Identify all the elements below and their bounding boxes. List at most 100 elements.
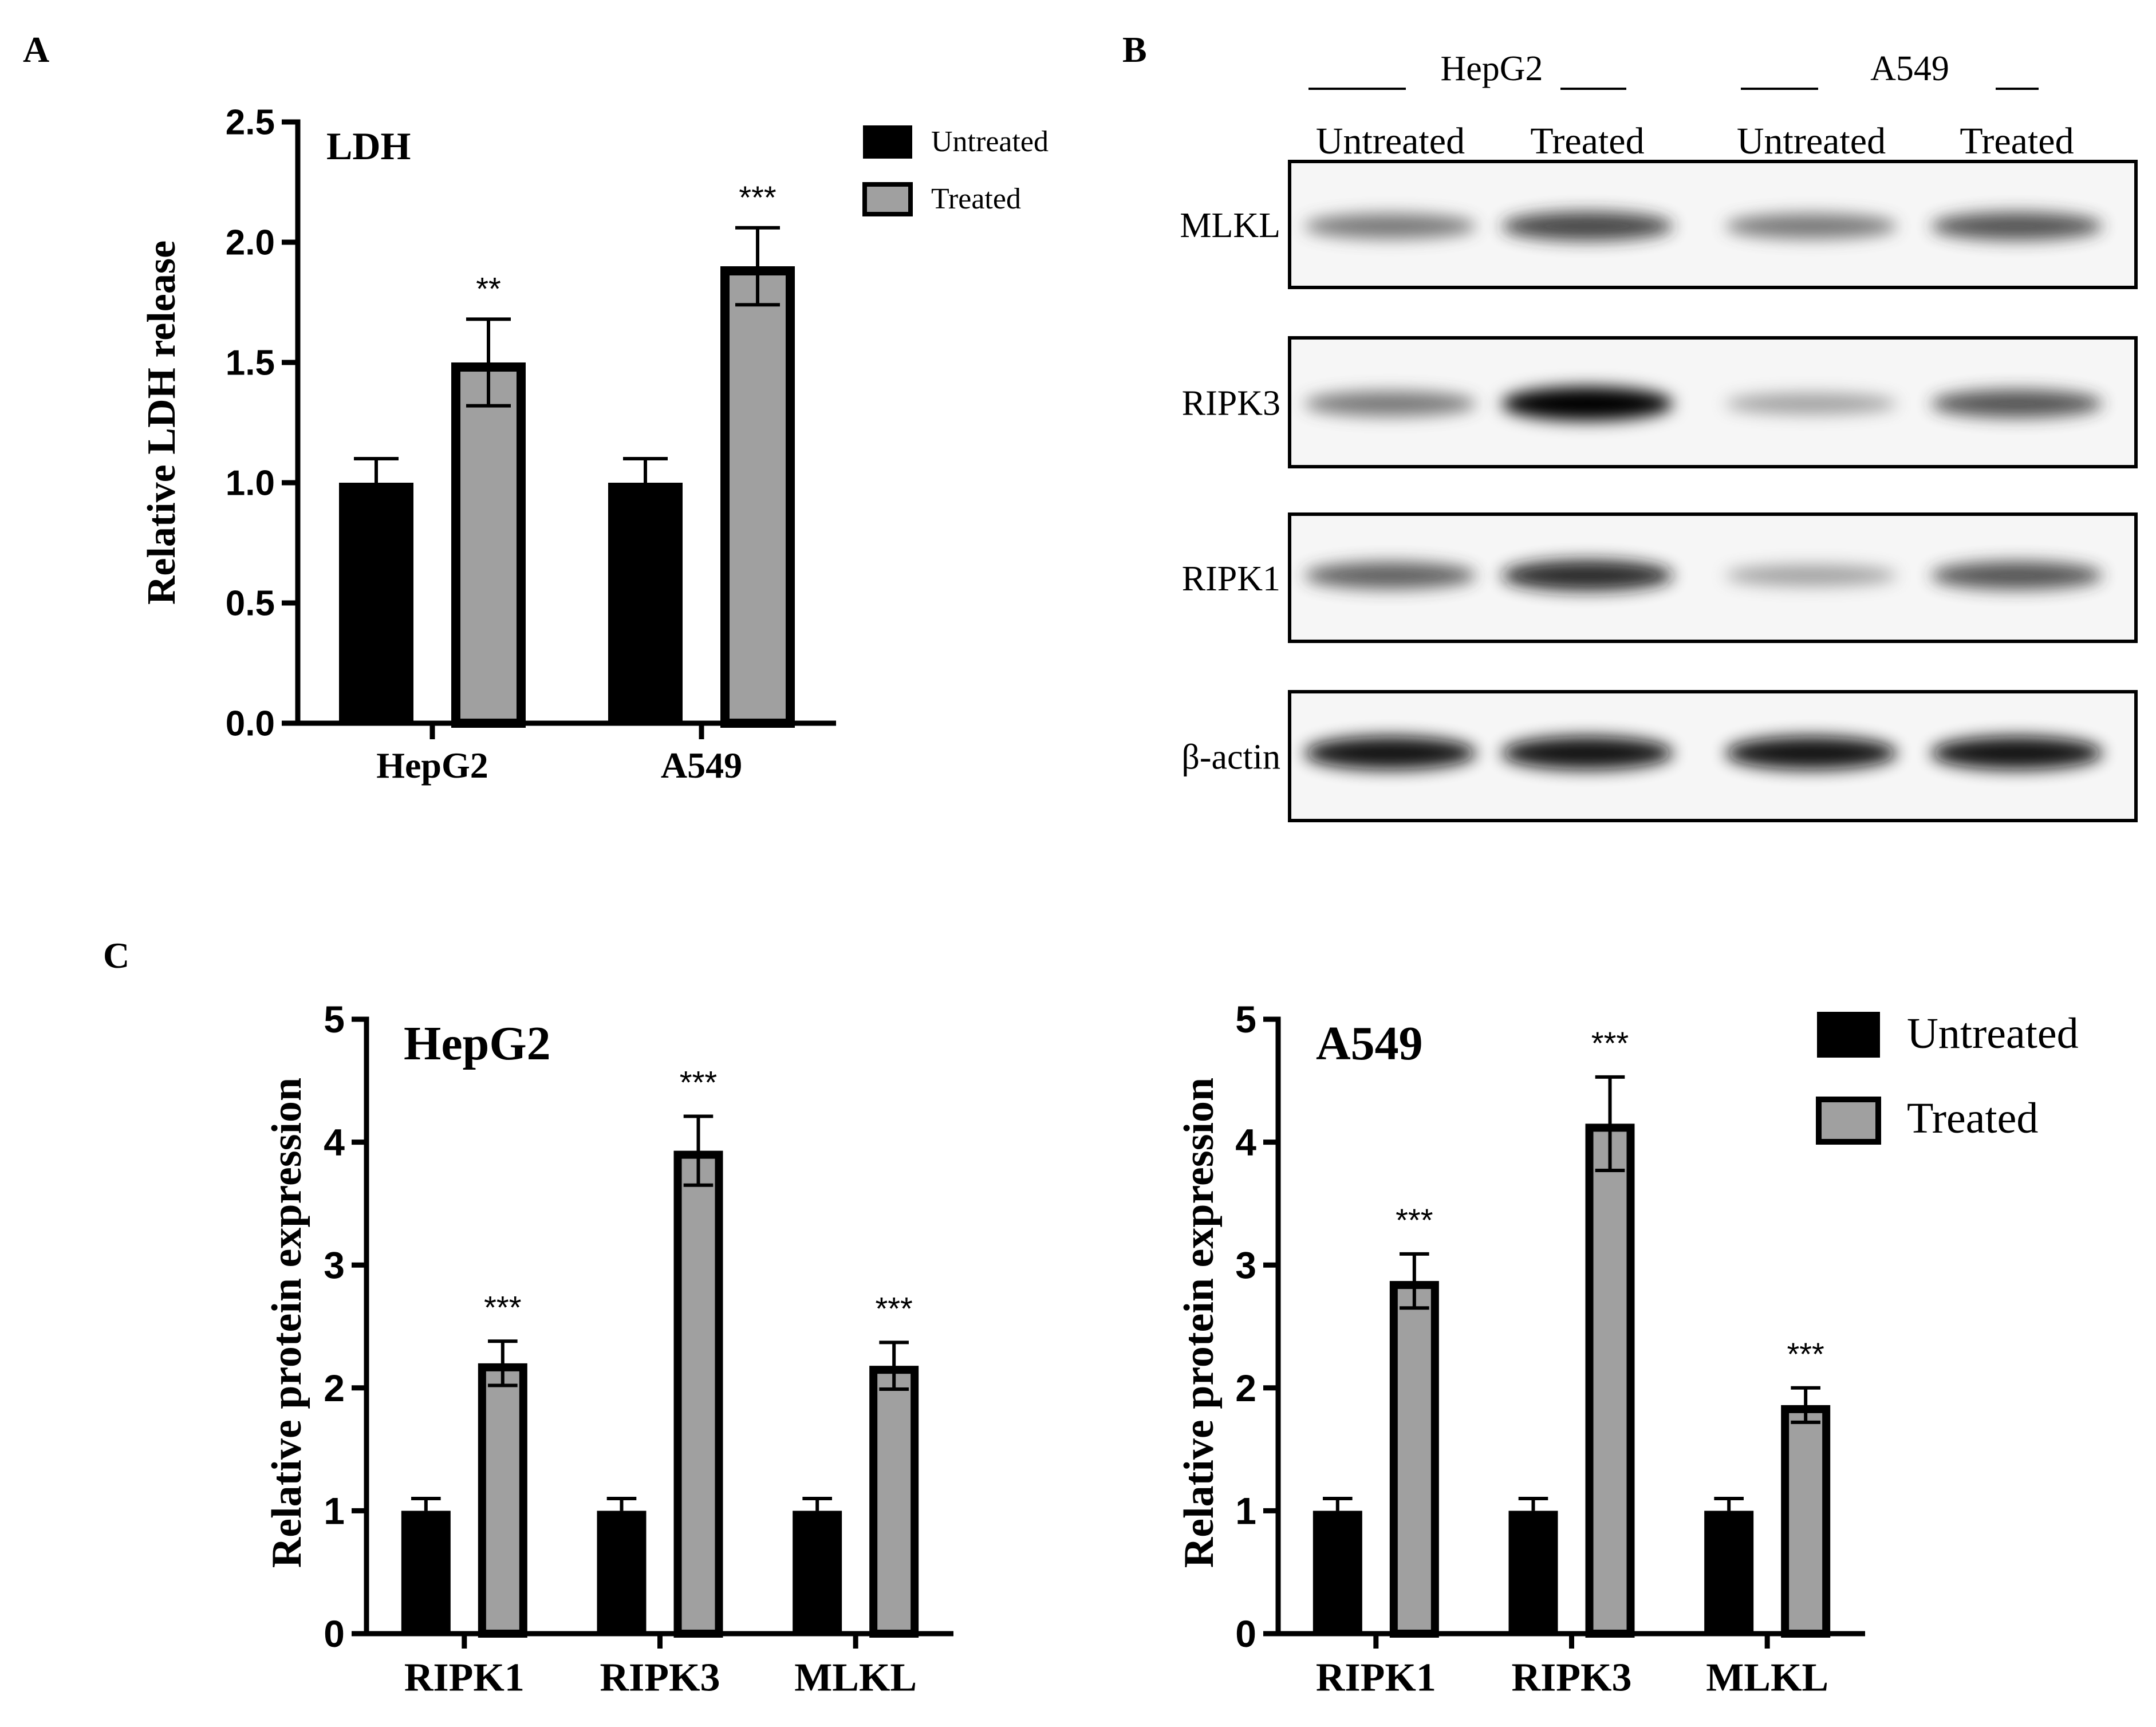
blot-column-label: Treated — [1960, 120, 2074, 162]
a549-bars: *** *** *** — [1312, 1025, 1831, 1638]
y-tick-label: 0 — [324, 1612, 345, 1655]
x-category-label: RIPK1 — [404, 1656, 525, 1700]
treated-bar-mlkl — [1781, 1405, 1831, 1638]
blot-row-ripk3: RIPK3 — [1182, 336, 2138, 468]
y-tick-label: 0 — [1235, 1612, 1256, 1655]
significance-label: *** — [484, 1289, 521, 1325]
blot-band — [1304, 214, 1476, 239]
western-blot: HepG2 A549 Untreated Treated Untreated Trea… — [1180, 49, 2138, 822]
untreated-bar-a549 — [608, 483, 683, 723]
hepg2-bars: *** *** *** — [401, 1064, 919, 1638]
legend-label-treated: Treated — [931, 183, 1021, 215]
blot-column-label: Untreated — [1316, 120, 1465, 162]
panel-label-c: C — [103, 935, 129, 976]
treated-bar-mlkl — [869, 1366, 919, 1638]
y-tick-label: 5 — [324, 998, 345, 1040]
untreated-bar-ripk1 — [401, 1511, 451, 1634]
significance-label: ** — [476, 270, 501, 306]
blot-band — [1931, 736, 2103, 770]
treated-bar-ripk1 — [478, 1363, 527, 1638]
significance-label: *** — [680, 1064, 717, 1101]
blot-row-β-actin: β-actin — [1181, 690, 2138, 822]
blot-group-a549: A549 — [1870, 49, 1949, 88]
blot-band — [1304, 562, 1476, 589]
significance-label: *** — [875, 1290, 912, 1326]
hepg2-chart-title: HepG2 — [404, 1017, 551, 1070]
blot-column-labels: Untreated Treated Untreated Treated — [1316, 120, 2074, 162]
a549-chart-title: A549 — [1316, 1017, 1423, 1070]
blot-protein-label: RIPK3 — [1182, 384, 1280, 423]
untreated-bar-hepg2 — [339, 483, 413, 723]
y-tick-label: 1 — [324, 1490, 345, 1532]
x-category-label: RIPK3 — [1512, 1656, 1632, 1700]
significance-label: *** — [1787, 1336, 1824, 1372]
x-category-label: RIPK1 — [1316, 1656, 1436, 1700]
ldh-bars: ***** — [339, 179, 795, 728]
treated-bar-hepg2 — [451, 362, 526, 728]
blot-protein-label: MLKL — [1180, 206, 1280, 245]
blot-band — [1501, 387, 1673, 421]
y-tick-label: 3 — [324, 1244, 345, 1286]
legend-label-untreated: Untreated — [1907, 1010, 2079, 1058]
blot-band — [1304, 391, 1476, 416]
untreated-bar-ripk3 — [597, 1511, 647, 1634]
treated-bar-ripk3 — [1585, 1123, 1635, 1638]
a549-axes: 0 1 2 3 4 5 RIPK1 RIPK3 MLKL — [1235, 998, 1865, 1700]
blot-band — [1725, 214, 1897, 239]
blot-band — [1931, 561, 2103, 590]
y-tick-label: 4 — [324, 1121, 345, 1164]
blot-band — [1931, 389, 2103, 418]
untreated-bar-mlkl — [793, 1511, 842, 1634]
legend-label-untreated: Untreated — [931, 125, 1049, 158]
blot-band — [1501, 736, 1673, 770]
y-tick-label: 2.5 — [226, 103, 275, 143]
blot-panels: MLKL RIPK3 RIPK1 β-actin — [1180, 160, 2138, 822]
untreated-bar-ripk1 — [1312, 1511, 1362, 1634]
blot-row-ripk1: RIPK1 — [1182, 512, 2138, 643]
untreated-bar-mlkl — [1704, 1511, 1754, 1634]
blot-column-label: Untreated — [1737, 120, 1886, 162]
legend-swatch-untreated — [863, 125, 912, 159]
legend-label-treated: Treated — [1907, 1094, 2038, 1142]
untreated-bar-ripk3 — [1508, 1511, 1558, 1634]
x-category-label: HepG2 — [376, 745, 488, 786]
y-tick-label: 0.5 — [226, 584, 275, 624]
y-tick-label: 2 — [1235, 1367, 1256, 1409]
y-tick-label: 1 — [1235, 1490, 1256, 1532]
blot-band — [1725, 393, 1897, 415]
hepg2-y-axis-label: Relative protein expression — [263, 1078, 310, 1568]
legend-swatch-treated — [862, 182, 913, 216]
ldh-legend: Untreated Treated — [862, 125, 1049, 216]
x-category-label: A549 — [661, 745, 742, 786]
significance-label: *** — [739, 179, 776, 215]
blot-protein-label: β-actin — [1181, 738, 1280, 777]
y-tick-label: 5 — [1235, 998, 1256, 1040]
ldh-y-axis-label: Relative LDH release — [140, 240, 184, 605]
legend-swatch-treated — [1816, 1097, 1881, 1145]
hepg2-axes: 0 1 2 3 4 5 RIPK1 RIPK3 MLKL — [324, 998, 953, 1700]
treated-bar-a549 — [720, 266, 795, 728]
hepg2-bar-chart: HepG2 Relative protein expression 0 1 2 3 4 5… — [263, 998, 953, 1700]
blot-band — [1304, 736, 1476, 770]
x-category-label: MLKL — [794, 1656, 917, 1700]
treated-bar-ripk1 — [1389, 1281, 1439, 1638]
ldh-chart-title: LDH — [326, 124, 411, 168]
ldh-bar-chart: LDH Relative LDH release 0.0 0.5 1.0 1.5 2.0… — [140, 103, 1049, 786]
ldh-axes: 0.0 0.5 1.0 1.5 2.0 2.5 HepG2 A549 — [226, 103, 836, 786]
blot-band — [1725, 565, 1897, 586]
x-category-label: RIPK3 — [600, 1656, 720, 1700]
blot-band — [1501, 559, 1673, 592]
y-tick-label: 2.0 — [226, 223, 275, 263]
blot-protein-label: RIPK1 — [1182, 559, 1280, 598]
y-tick-label: 3 — [1235, 1244, 1256, 1286]
significance-label: *** — [1591, 1025, 1629, 1061]
treated-bar-ripk3 — [673, 1150, 723, 1638]
y-tick-label: 1.5 — [226, 344, 275, 383]
blot-group-hepg2: HepG2 — [1440, 49, 1543, 88]
panel-label-b: B — [1122, 29, 1147, 70]
blot-column-label: Treated — [1530, 120, 1644, 162]
a549-y-axis-label: Relative protein expression — [1176, 1078, 1223, 1568]
panel-label-a: A — [23, 29, 49, 70]
significance-label: *** — [1396, 1202, 1433, 1238]
